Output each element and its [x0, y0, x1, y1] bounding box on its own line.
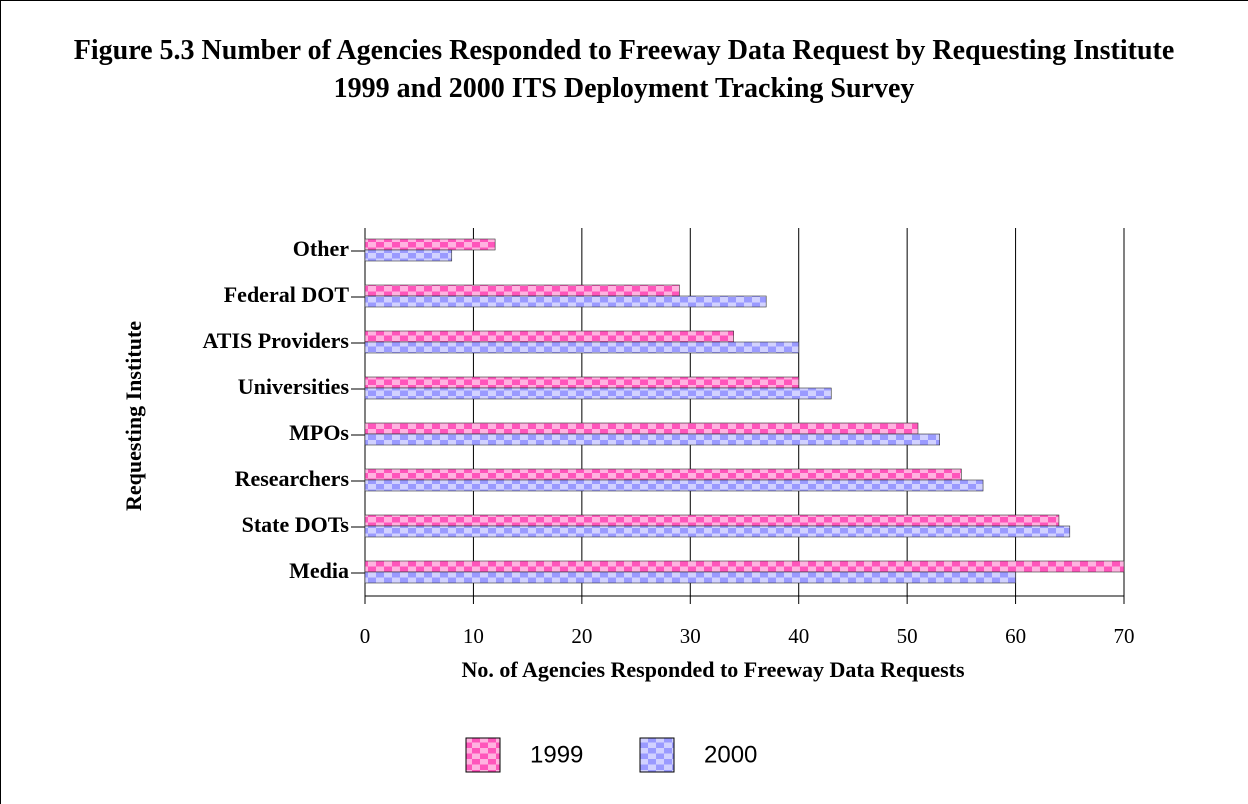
bar: [364, 238, 496, 251]
chart-title: Figure 5.3 Number of Agencies Responded …: [73, 35, 1175, 66]
bar: [364, 249, 453, 262]
bar: [364, 525, 1071, 538]
x-tick-label: 40: [788, 624, 809, 648]
bar: [364, 422, 919, 435]
legend-label: 2000: [704, 741, 757, 768]
x-tick-label: 60: [1005, 624, 1026, 648]
y-tick-label: Universities: [238, 374, 350, 399]
bar: [364, 330, 734, 343]
x-tick-label: 70: [1114, 624, 1135, 648]
bar: [364, 376, 800, 389]
bar: [364, 387, 832, 400]
y-tick-label: Researchers: [235, 466, 350, 491]
bar: [364, 560, 1125, 573]
bar: [364, 341, 800, 354]
bar: [364, 468, 962, 481]
legend-label: 1999: [530, 741, 583, 768]
y-tick-label: Federal DOT: [224, 282, 350, 307]
y-tick-label: MPOs: [289, 420, 349, 445]
y-tick-label: State DOTs: [242, 512, 350, 537]
chart-subtitle: 1999 and 2000 ITS Deployment Tracking Su…: [333, 73, 915, 104]
x-tick-label: 50: [897, 624, 918, 648]
y-tick-label: ATIS Providers: [203, 328, 350, 353]
bar: [364, 514, 1060, 527]
x-axis-label: No. of Agencies Responded to Freeway Dat…: [461, 657, 965, 682]
bar: [364, 295, 767, 308]
x-tick-label: 20: [571, 624, 592, 648]
bar: [364, 284, 680, 297]
x-tick-label: 30: [680, 624, 701, 648]
bar: [364, 571, 1016, 584]
legend-swatch: [465, 737, 501, 773]
x-tick-label: 0: [360, 624, 371, 648]
bar: [364, 433, 940, 446]
chart-title-block: Figure 5.3 Number of Agencies Responded …: [40, 32, 1208, 108]
y-tick-label: Media: [289, 558, 349, 583]
x-tick-label: 10: [463, 624, 484, 648]
legend-swatch: [639, 737, 675, 773]
y-axis-label: Requesting Institute: [121, 321, 146, 511]
y-tick-label: Other: [293, 236, 349, 261]
bar: [364, 479, 984, 492]
